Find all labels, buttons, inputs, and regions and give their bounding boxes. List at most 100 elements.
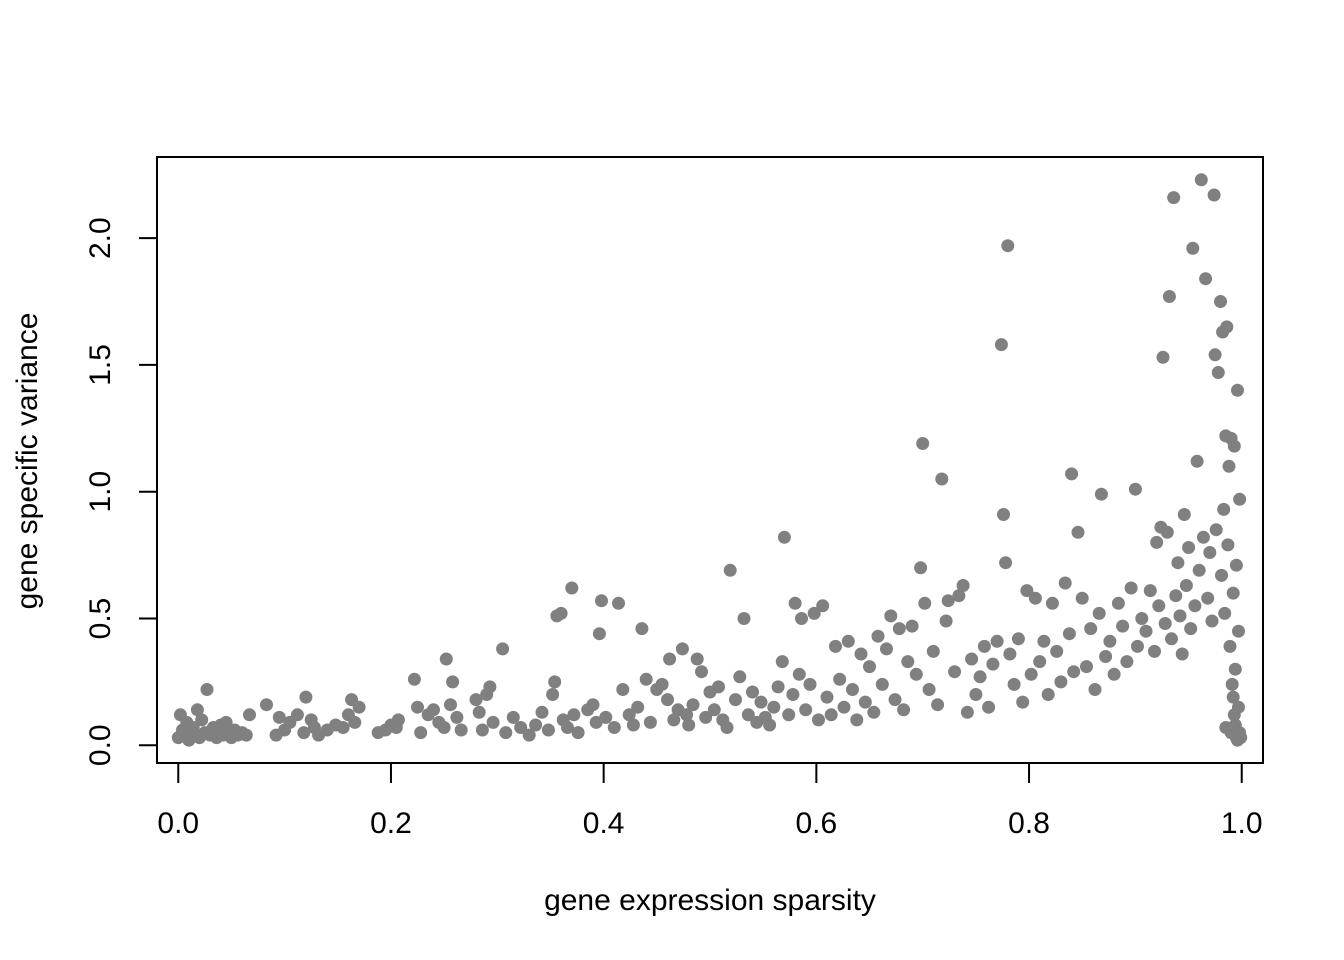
y-axis: 0.0 0.5 1.0 1.5 2.0: [84, 217, 158, 766]
data-point: [829, 639, 842, 653]
data-point: [239, 728, 253, 742]
data-point: [546, 688, 560, 701]
data-point: [1054, 675, 1068, 689]
data-point: [767, 700, 781, 714]
data-point: [922, 683, 936, 696]
data-point: [824, 708, 838, 722]
data-point: [499, 726, 513, 740]
data-point: [243, 708, 256, 722]
plot-frame: [156, 156, 1264, 764]
data-point: [916, 437, 930, 450]
data-point: [720, 721, 734, 734]
data-point: [1003, 647, 1017, 661]
data-point: [686, 698, 700, 712]
data-point: [1120, 655, 1134, 669]
data-point: [1111, 596, 1125, 610]
data-point: [607, 721, 621, 734]
x-tick-label: 0.4: [583, 807, 625, 840]
data-point: [1186, 241, 1200, 255]
data-point: [833, 672, 847, 686]
x-axis-title: gene expression sparsity: [544, 884, 876, 917]
data-point: [626, 718, 640, 732]
data-point: [1162, 290, 1176, 303]
data-point: [888, 693, 902, 707]
data-point: [1177, 508, 1191, 521]
data-point: [754, 695, 768, 709]
data-point: [437, 721, 451, 734]
data-point: [592, 627, 606, 641]
data-point: [680, 708, 694, 722]
data-point: [837, 700, 851, 714]
data-point: [1016, 695, 1030, 709]
data-point: [486, 715, 500, 729]
data-point: [639, 672, 653, 686]
data-point: [1217, 502, 1231, 516]
data-point: [1107, 667, 1121, 681]
data-point: [1227, 708, 1241, 722]
data-point: [1062, 627, 1076, 641]
data-point: [565, 581, 579, 595]
data-point: [622, 708, 636, 722]
data-point: [272, 710, 286, 724]
data-point: [407, 672, 421, 686]
data-point: [1128, 482, 1142, 496]
data-point: [1201, 591, 1215, 605]
data-point: [427, 703, 440, 717]
data-point: [695, 665, 708, 679]
data-point: [905, 619, 919, 633]
data-point: [1139, 624, 1153, 638]
data-point: [454, 723, 468, 737]
data-point: [1167, 191, 1181, 205]
data-point: [1065, 467, 1079, 481]
data-point: [190, 703, 204, 717]
data-point: [777, 530, 791, 544]
data-point: [1152, 599, 1166, 613]
data-point: [444, 698, 457, 712]
data-point: [290, 708, 304, 722]
data-point: [661, 693, 674, 707]
data-point: [1231, 383, 1244, 397]
data-point: [1232, 624, 1245, 638]
data-point: [1158, 617, 1172, 630]
data-point: [820, 690, 834, 704]
data-point: [812, 713, 825, 727]
data-point: [1007, 677, 1021, 691]
data-point: [1092, 606, 1106, 620]
data-point: [1020, 584, 1034, 598]
data-point: [612, 596, 625, 610]
data-point: [863, 660, 876, 674]
x-tick-label: 0.2: [370, 807, 412, 840]
data-point: [1094, 487, 1108, 501]
data-point: [699, 710, 713, 724]
y-tick-label: 2.0: [84, 217, 117, 259]
data-point: [892, 622, 906, 636]
data-point: [707, 703, 721, 717]
data-point: [807, 606, 821, 620]
data-point: [667, 713, 681, 727]
data-point: [200, 683, 214, 696]
data-point: [1084, 622, 1098, 636]
data-point: [897, 703, 911, 717]
data-point: [799, 703, 813, 717]
data-point: [1208, 348, 1222, 362]
data-point: [1218, 606, 1232, 620]
data-point: [729, 693, 742, 707]
data-point: [655, 677, 669, 691]
data-point: [875, 677, 889, 691]
data-point: [935, 472, 949, 486]
data-point: [1199, 272, 1213, 286]
data-point: [567, 708, 581, 722]
data-point: [1011, 632, 1025, 646]
data-point: [631, 700, 645, 714]
data-point: [541, 723, 555, 737]
data-point: [195, 713, 209, 727]
data-point: [909, 667, 923, 681]
points-layer: [171, 173, 1248, 747]
data-point: [219, 715, 233, 729]
data-point: [803, 677, 817, 691]
data-point: [999, 556, 1013, 570]
data-point: [941, 594, 955, 608]
data-point: [450, 710, 464, 724]
y-axis-title: gene specific variance: [11, 313, 44, 610]
